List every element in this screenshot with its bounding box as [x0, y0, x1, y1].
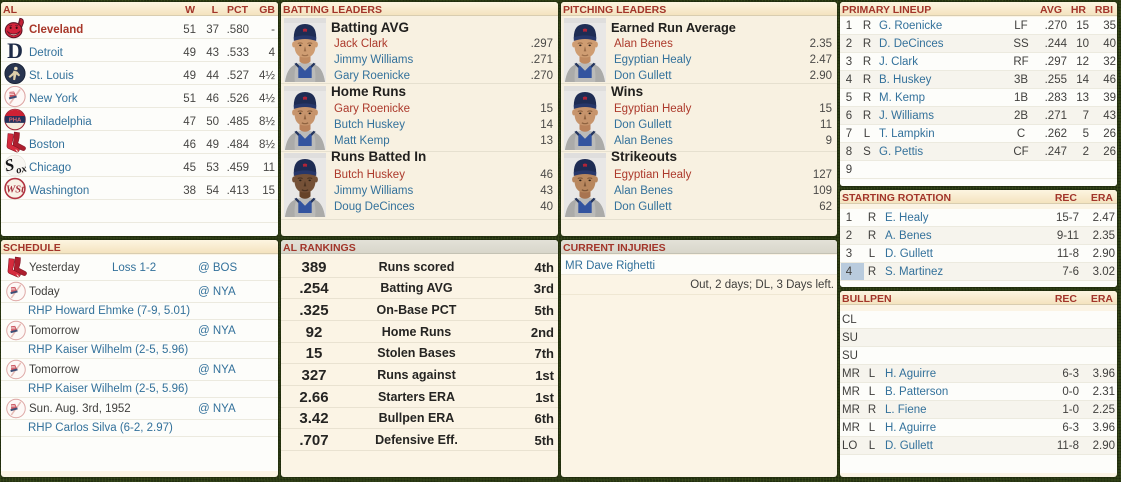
svg-text:D: D [7, 39, 23, 62]
svg-text:S: S [3, 155, 16, 176]
svg-text:WSt: WSt [6, 184, 25, 195]
svg-text:ox: ox [15, 163, 27, 176]
svg-text:PHA: PHA [9, 117, 22, 123]
